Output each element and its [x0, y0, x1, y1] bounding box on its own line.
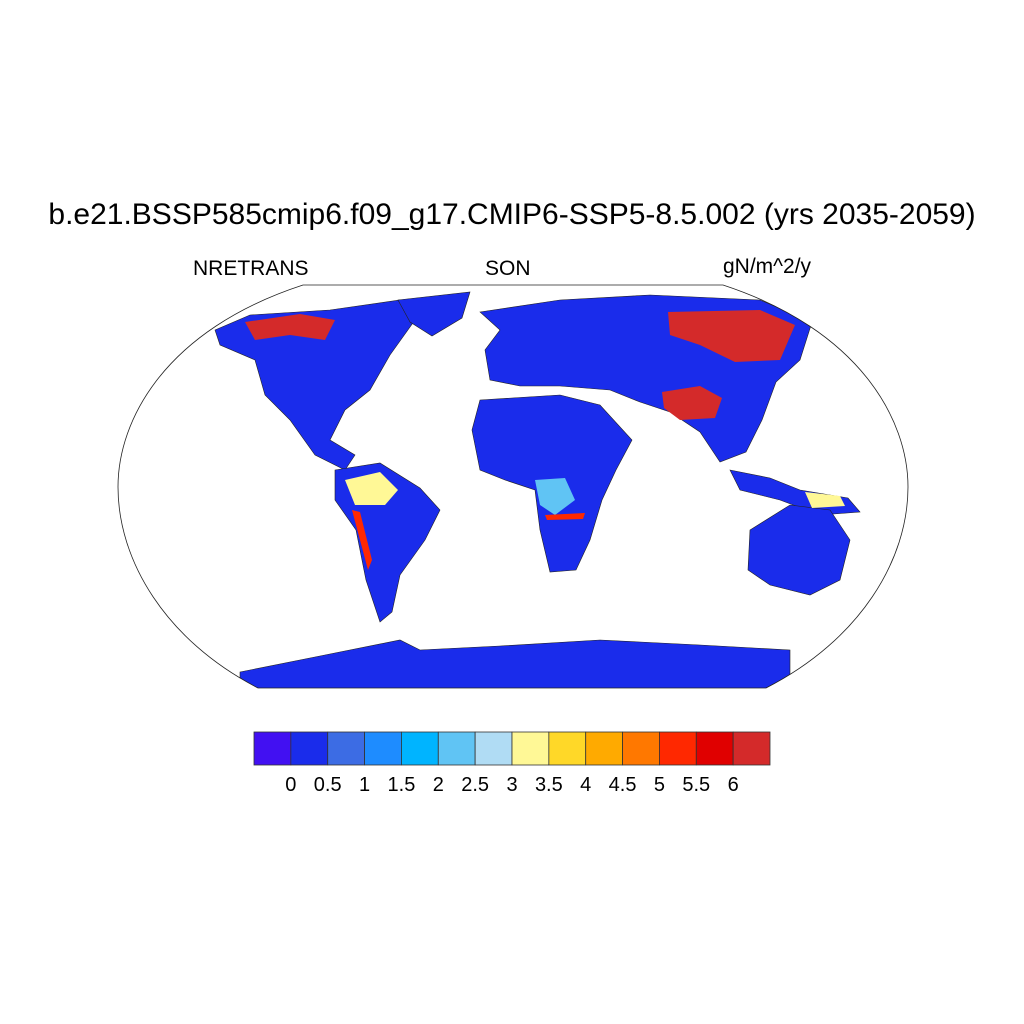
colorbar-tick-label: 5 [653, 774, 665, 796]
colorbar-tick-label: 2 [432, 774, 444, 796]
colorbar-swatch [253, 731, 292, 766]
season-label: SON [485, 257, 531, 280]
colorbar-tick-label: 2.5 [461, 774, 490, 796]
colorbar-tick-label: 3 [506, 774, 518, 796]
high-region-canada [245, 314, 335, 340]
colorbar-swatch [401, 731, 439, 766]
variable-label: NRETRANS [193, 257, 309, 280]
high-region-andes [352, 510, 372, 570]
colorbar-swatch [474, 731, 513, 766]
colorbar-swatch [327, 731, 365, 766]
antarctica [239, 639, 791, 688]
colorbar-swatch [364, 731, 402, 766]
colorbar-tick-label: 1.5 [387, 774, 416, 796]
colorbar-swatch [659, 731, 697, 766]
colorbar-swatch [290, 731, 329, 766]
colorbar-swatch [585, 731, 623, 766]
colorbar-tick-label: 1 [359, 774, 371, 796]
colorbar-tick-label: 4.5 [608, 774, 637, 796]
colorbar [253, 731, 771, 766]
colorbar-swatch [695, 731, 734, 766]
australia [747, 504, 851, 596]
colorbar-swatch [732, 731, 771, 766]
colorbar-tick-label: 0.5 [313, 774, 342, 796]
north-america [214, 299, 416, 471]
high-region-tibet [662, 386, 722, 420]
moderate-region-borneo [805, 492, 845, 508]
colorbar-swatch [548, 731, 587, 766]
colorbar-swatch [511, 731, 550, 766]
moderate-region-amazon [345, 472, 398, 505]
colorbar-tick-label: 4 [580, 774, 592, 796]
colorbar-tick-label: 6 [727, 774, 739, 796]
high-region-east-africa [545, 513, 585, 520]
colorbar-tick-label: 0 [285, 774, 297, 796]
units-label: gN/m^2/y [723, 255, 812, 278]
moderate-region-congo [535, 478, 575, 515]
greenland [397, 291, 471, 337]
colorbar-swatch [622, 731, 660, 766]
colorbar-tick-label: 5.5 [682, 774, 711, 796]
high-region-siberia [668, 310, 795, 362]
colorbar-tick-label: 3.5 [534, 774, 563, 796]
colorbar-swatch [437, 731, 476, 766]
map-boundary [117, 284, 909, 689]
plot-title: b.e21.BSSP585cmip6.f09_g17.CMIP6-SSP5-8.… [48, 198, 976, 231]
